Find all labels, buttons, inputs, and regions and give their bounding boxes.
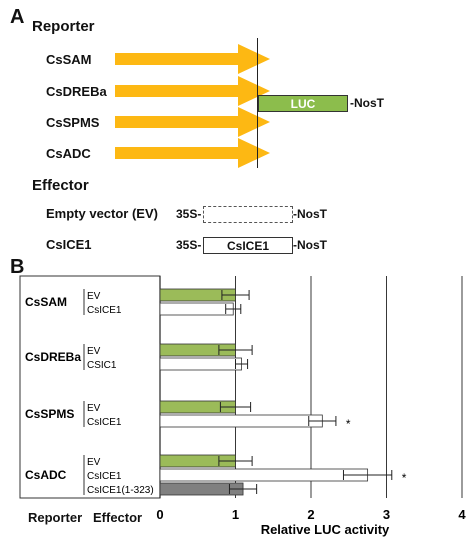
significance-star: * (346, 417, 351, 431)
reporter-header: Reporter (32, 18, 95, 35)
bar (159, 302, 234, 316)
reporter-label-csadc: CsADC (46, 146, 91, 161)
effector-label-csice1: CsICE1 (46, 237, 92, 252)
ev-empty-box (203, 206, 293, 223)
effector-label-ev: Empty vector (EV) (46, 206, 158, 221)
bar (159, 414, 323, 428)
reporter-label: CsSAM (25, 295, 67, 309)
reporter-label: CsDREBa (25, 350, 81, 364)
x-tick-label: 4 (458, 507, 466, 522)
reporter-column-label: Reporter (28, 510, 83, 525)
effector-label: EV (87, 403, 101, 414)
luc-box: LUC (258, 95, 348, 112)
effector-label: CsICE1 (87, 305, 122, 316)
reporter-label: CsSPMS (25, 407, 74, 421)
x-axis-label: Relative LUC activity (261, 522, 390, 537)
bar (159, 357, 242, 371)
x-tick-label: 2 (307, 507, 314, 522)
reporter-label: CsADC (25, 468, 67, 482)
effector-label: CsICE1(1-323) (87, 485, 154, 496)
reporter-label-csspms: CsSPMS (46, 115, 100, 130)
effector-label: CsICE1 (87, 417, 122, 428)
ice-nost-label: -NosT (293, 238, 327, 252)
effector-label: CSIC1 (87, 360, 117, 371)
reporter-label-csdreba: CsDREBa (46, 84, 107, 99)
reporter-label-cssam: CsSAM (46, 52, 92, 67)
csice1-box: CsICE1 (203, 237, 293, 254)
effector-label: EV (87, 346, 101, 357)
panel-a-label: A (10, 6, 25, 28)
x-tick-label: 1 (232, 507, 239, 522)
x-tick-label: 3 (383, 507, 390, 522)
bar (159, 468, 369, 482)
effector-header: Effector (32, 177, 89, 194)
effector-label: EV (87, 291, 101, 302)
junction-line (257, 38, 258, 168)
luc-nost-label: -NosT (350, 96, 384, 110)
effector-label: EV (87, 457, 101, 468)
ev-nost-label: -NosT (293, 207, 327, 221)
effector-label: CsICE1 (87, 471, 122, 482)
effector-column-label: Effector (93, 510, 143, 525)
significance-star: * (402, 471, 407, 485)
ev-promoter-label: 35S- (176, 207, 202, 221)
x-tick-label: 0 (156, 507, 163, 522)
ice-promoter-label: 35S- (176, 238, 202, 252)
panel-b-label: B (10, 256, 25, 278)
